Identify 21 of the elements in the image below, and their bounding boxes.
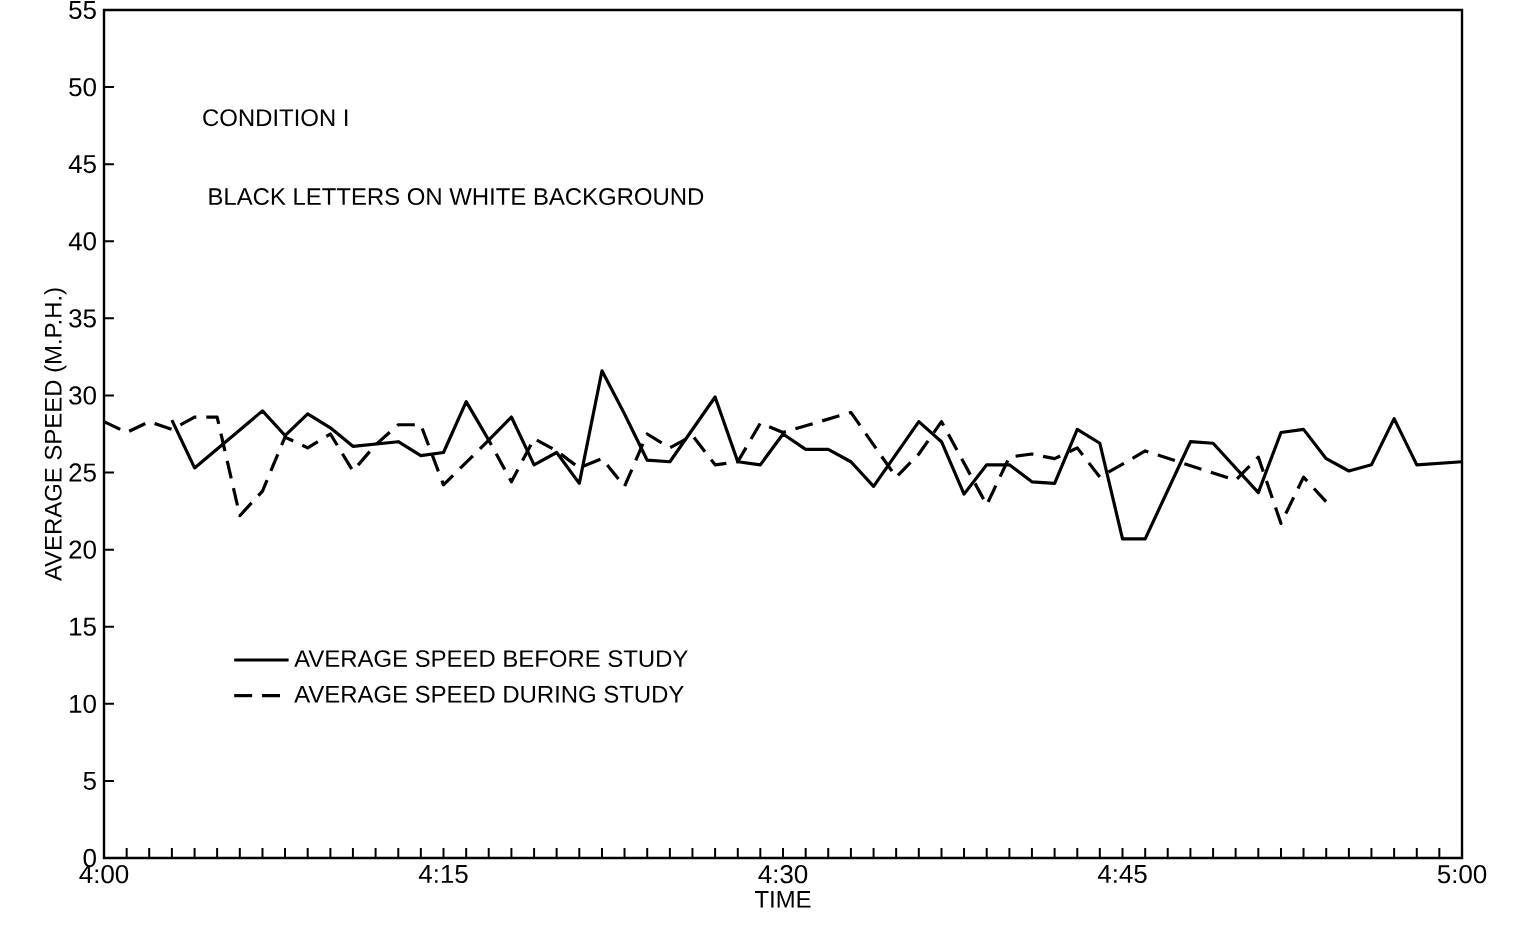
x-tick-label: 4:30 bbox=[758, 865, 808, 884]
y-tick-label: 25 bbox=[69, 463, 96, 482]
y-tick-label: 55 bbox=[69, 0, 96, 20]
annotation: CONDITION I bbox=[203, 109, 348, 127]
legend-label: AVERAGE SPEED DURING STUDY bbox=[294, 685, 684, 703]
annotation: BLACK LETTERS ON WHITE BACKGROUND bbox=[209, 188, 704, 206]
y-tick-label: 20 bbox=[69, 540, 96, 559]
y-tick-label: 35 bbox=[69, 309, 96, 328]
x-axis-title: TIME bbox=[754, 891, 811, 908]
y-tick-label: 30 bbox=[69, 386, 96, 405]
x-tick-label: 4:15 bbox=[418, 865, 468, 884]
y-tick-label: 5 bbox=[83, 771, 96, 790]
y-tick-label: 15 bbox=[70, 617, 96, 636]
legend-label: AVERAGE SPEED BEFORE STUDY bbox=[294, 650, 688, 668]
y-tick-label: 40 bbox=[68, 232, 96, 251]
y-tick-label: 45 bbox=[68, 155, 96, 174]
y-axis-title: AVERAGE SPEED (M.P.H.) bbox=[44, 288, 67, 582]
x-tick-label: 4:45 bbox=[1097, 865, 1147, 884]
y-tick-label: 10 bbox=[70, 694, 96, 713]
x-tick-label: 5:00 bbox=[1437, 865, 1487, 884]
y-tick-label: 50 bbox=[69, 77, 96, 97]
